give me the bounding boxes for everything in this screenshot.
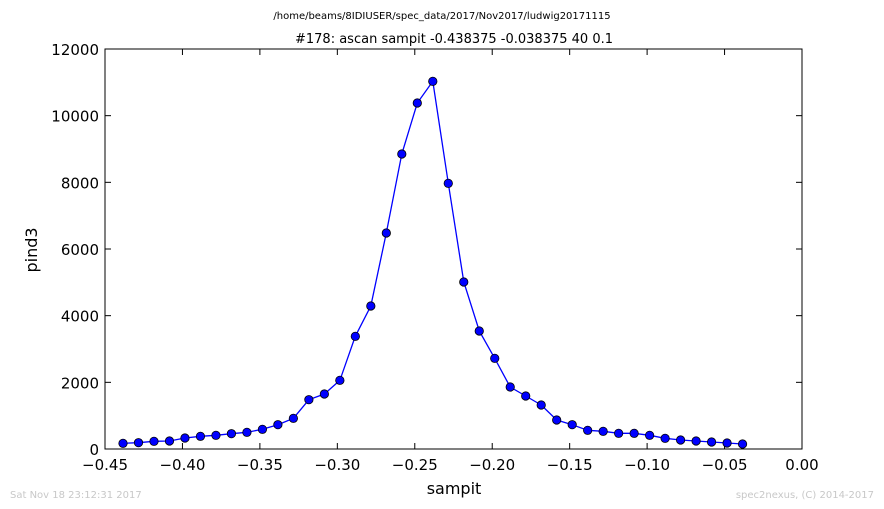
data-point [381,228,391,238]
data-point [629,428,639,438]
data-point [552,415,562,425]
data-point [443,178,453,188]
data-point [133,438,144,448]
y-tick-label: 12000 [51,41,99,59]
x-tick-label: −0.05 [702,456,748,474]
x-tick-label: −0.30 [314,456,360,474]
y-tick-label: 2000 [61,374,99,392]
data-point [614,428,624,438]
data-point [598,426,608,436]
x-tick-label: −0.35 [237,456,283,474]
data-point [226,429,237,439]
data-point [645,430,655,440]
data-point [257,424,268,434]
data-point [505,382,515,392]
data-point [567,420,577,430]
data-point [288,413,298,423]
x-tick-label: −0.20 [469,456,515,474]
x-tick-label: −0.45 [82,456,128,474]
plot-area: −0.45 −0.40 −0.35 −0.30 −0.25 −0.20 −0.15 −0.10… [51,41,818,474]
data-point [273,420,283,430]
y-tick-label: 6000 [61,241,99,259]
y-axis-label: pind3 [22,227,41,272]
chart-title: #178: ascan sampit -0.438375 -0.038375 4… [295,32,613,47]
y-tick-label: 0 [89,441,99,459]
x-tick-label: −0.25 [392,456,438,474]
y-tick-label: 4000 [61,308,99,326]
data-point [211,430,221,440]
data-point [180,433,190,443]
data-point [490,353,500,363]
data-point [521,391,531,401]
data-point [118,438,128,448]
y-tick-label: 10000 [51,108,99,126]
data-point [412,98,422,108]
data-point [366,301,376,311]
plot-frame [104,48,803,450]
data-point [676,435,686,445]
data-point [164,436,175,446]
x-tick-label: −0.15 [547,456,593,474]
x-tick-label: 0.00 [785,456,818,474]
data-point [428,76,438,86]
data-point [459,277,469,287]
data-point [350,331,360,341]
data-point [722,438,732,448]
chart-suptitle: /home/beams/8IDIUSER/spec_data/2017/Nov2… [273,11,610,22]
footer-timestamp: Sat Nov 18 23:12:31 2017 [10,490,142,501]
footer-credit: spec2nexus, (C) 2014-2017 [735,490,874,501]
x-tick-label: −0.10 [624,456,670,474]
data-point [536,400,546,410]
data-point [304,395,314,405]
series-line [122,79,743,445]
data-point [149,436,159,446]
data-point [706,437,717,447]
data-point [195,431,206,441]
data-point [335,375,345,385]
data-point [583,425,593,435]
data-point [737,439,748,449]
data-point [242,427,252,437]
data-point [474,326,484,336]
x-axis-label: sampit [427,479,482,498]
y-tick-label: 8000 [61,174,99,192]
data-point [319,389,329,399]
data-point [691,436,701,446]
data-point [397,149,407,159]
data-point [660,433,670,443]
x-tick-label: −0.40 [159,456,205,474]
